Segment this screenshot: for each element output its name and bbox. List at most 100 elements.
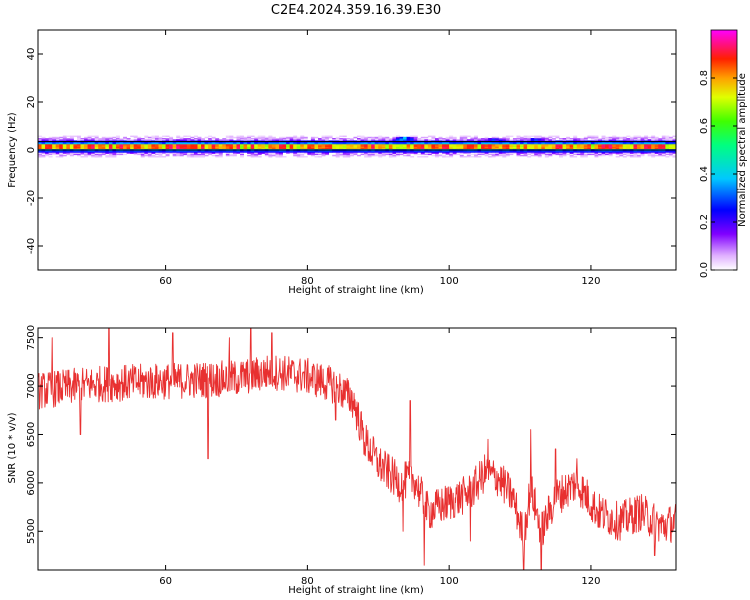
heatmap-cell — [420, 150, 425, 152]
heatmap-cell — [548, 140, 553, 142]
heatmap-cell — [108, 144, 113, 146]
heatmap-cell — [516, 142, 521, 145]
heatmap-cell — [293, 139, 298, 141]
heatmap-cell — [527, 151, 532, 153]
heatmap-cell — [45, 145, 50, 147]
heatmap-cell — [240, 154, 244, 157]
heatmap-cell — [261, 139, 266, 141]
heatmap-cell — [651, 138, 656, 140]
heatmap-cell — [633, 151, 638, 153]
heatmap-cell — [498, 150, 503, 152]
heatmap-cell — [495, 136, 500, 139]
heatmap-cell — [601, 154, 606, 157]
heatmap-cell — [353, 146, 358, 148]
heatmap-cell — [452, 139, 457, 141]
heatmap-cell — [488, 139, 493, 141]
heatmap-cell — [392, 144, 397, 146]
heatmap-cell — [395, 141, 400, 144]
heatmap-cell — [193, 140, 198, 142]
heatmap-cell — [580, 145, 585, 147]
heatmap-cell — [310, 140, 315, 142]
heatmap-cell — [651, 136, 656, 139]
heatmap-cell — [130, 135, 135, 138]
heatmap-cell — [133, 153, 138, 156]
heatmap-cell — [62, 150, 67, 152]
heatmap-cell — [498, 152, 503, 154]
heatmap-cell — [527, 136, 532, 139]
heatmap-cell — [52, 144, 57, 146]
heatmap-cell — [268, 142, 273, 145]
heatmap-cell — [215, 138, 220, 140]
heatmap-cell — [147, 151, 152, 153]
heatmap-cell — [62, 135, 67, 138]
heatmap-cell — [378, 152, 383, 154]
heatmap-cell — [307, 145, 312, 147]
heatmap-cell — [126, 145, 131, 147]
heatmap-cell — [466, 139, 471, 141]
heatmap-cell — [385, 139, 390, 141]
heatmap-cell — [672, 144, 676, 146]
heatmap-cell — [601, 147, 606, 150]
heatmap-cell — [204, 150, 209, 152]
heatmap-cell — [374, 141, 379, 144]
heatmap-cell — [410, 144, 415, 146]
heatmap-cell — [544, 142, 549, 145]
heatmap-cell — [590, 142, 595, 145]
heatmap-cell — [130, 141, 135, 144]
heatmap-cell — [225, 150, 230, 152]
heatmap-cell — [605, 146, 610, 148]
heatmap-cell — [357, 138, 361, 140]
heatmap-cell — [395, 146, 400, 148]
heatmap-cell — [605, 142, 610, 145]
heatmap-cell — [608, 154, 613, 157]
heatmap-cell — [456, 142, 461, 145]
heatmap-cell — [243, 145, 248, 147]
heatmap-cell — [573, 150, 578, 152]
heatmap-cell — [261, 145, 266, 147]
heatmap-cell — [541, 141, 546, 144]
heatmap-cell — [165, 154, 170, 157]
heatmap-cell — [264, 138, 269, 140]
heatmap-cell — [332, 146, 337, 148]
heatmap-cell — [569, 145, 574, 147]
heatmap-cell — [55, 146, 60, 148]
heatmap-cell — [48, 140, 53, 142]
heatmap-cell — [296, 140, 301, 142]
heatmap-cell — [647, 147, 652, 150]
colorbar-tick-label: 0.8 — [699, 70, 710, 86]
heatmap-cell — [569, 140, 574, 142]
heatmap-cell — [491, 136, 496, 139]
heatmap-cell — [477, 140, 482, 142]
heatmap-cell — [374, 150, 379, 152]
heatmap-cell — [279, 145, 283, 147]
heatmap-cell — [257, 144, 262, 146]
heatmap-cell — [147, 140, 152, 142]
heatmap-cell — [427, 145, 432, 147]
heatmap-cell — [268, 151, 273, 153]
heatmap-cell — [69, 151, 74, 153]
heatmap-cell — [612, 135, 617, 138]
heatmap-cell — [151, 140, 156, 142]
heatmap-cell — [484, 138, 489, 140]
heatmap-cell — [137, 150, 142, 152]
heatmap-cell — [130, 146, 135, 148]
heatmap-cell — [644, 151, 649, 153]
heatmap-cell — [654, 154, 659, 157]
heatmap-cell — [644, 135, 649, 138]
heatmap-cell — [488, 146, 493, 148]
heatmap-cell — [566, 147, 571, 150]
heatmap-cell — [424, 136, 429, 139]
heatmap-cell — [605, 152, 610, 154]
heatmap-cell — [332, 150, 337, 152]
heatmap-cell — [477, 141, 482, 144]
heatmap-cell — [523, 145, 528, 147]
heatmap-cell — [473, 147, 478, 150]
heatmap-cell — [76, 140, 81, 142]
heatmap-cell — [80, 156, 85, 158]
heatmap-cell — [94, 152, 99, 154]
heatmap-cell — [491, 153, 496, 156]
heatmap-cell — [76, 154, 81, 157]
heatmap-cell — [512, 138, 517, 140]
x-tick-label: 80 — [301, 576, 314, 587]
